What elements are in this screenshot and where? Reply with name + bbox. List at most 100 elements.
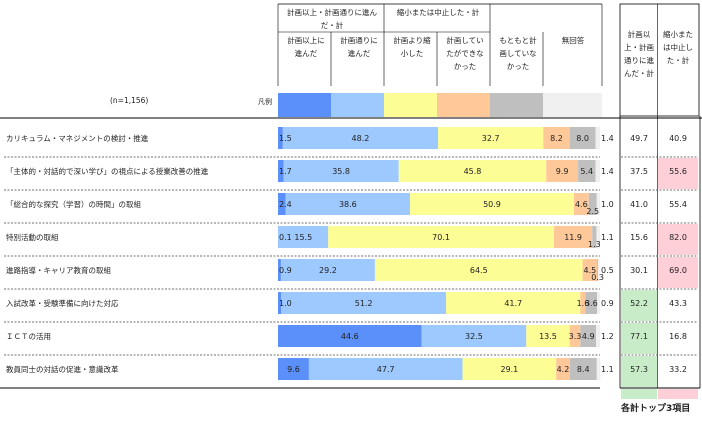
summary-value-cut: 55.4 (669, 200, 687, 209)
summary-cell-done-bg (621, 224, 657, 255)
bar-value-label: 3.3 (569, 332, 582, 341)
bar-segment (283, 160, 399, 182)
legend-swatch-4 (437, 93, 490, 117)
summary-value-cut: 43.3 (669, 299, 687, 308)
bar-segment (596, 358, 601, 380)
summary-value-cut: 40.9 (669, 134, 687, 143)
summary-value-done: 15.6 (630, 233, 648, 242)
bar-value-label: 0.5 (601, 266, 614, 275)
summary-cell-cut-bg (658, 356, 698, 387)
category-label: ＩＣＴの活用 (6, 332, 51, 341)
bar-segment (597, 259, 599, 281)
bar-segment (580, 325, 597, 347)
summary-value-done: 57.3 (630, 365, 648, 374)
bar-segment (374, 259, 583, 281)
header-col-6: 無回答 (561, 36, 585, 45)
bar-value-label: 8.0 (576, 134, 589, 143)
summary-value-done: 37.5 (630, 167, 648, 176)
bar-segment (569, 358, 597, 380)
legend-swatch-6 (543, 93, 602, 117)
bar-value-label: 11.9 (564, 233, 582, 242)
bar-segment (278, 160, 284, 182)
bar-segment (280, 259, 375, 281)
header-col-5: もともと計 画していな かった (499, 36, 537, 71)
bar-value-label: 35.8 (332, 167, 350, 176)
bar-value-label: 70.1 (432, 233, 450, 242)
bar-value-label: 29.1 (500, 365, 518, 374)
bar-segment (556, 358, 570, 380)
summary-value-done: 49.7 (630, 134, 648, 143)
summary-cell-cut-bg (658, 158, 698, 189)
bar-segment (278, 325, 422, 347)
bar-value-label: 2.4 (279, 200, 292, 209)
bar-segment (582, 259, 598, 281)
bar-value-label: 4.6 (575, 200, 588, 209)
category-label: 特別活動の取組 (6, 233, 59, 242)
header-col-4: 計画してい たができな かった (446, 36, 484, 71)
category-label: 進路指導・キャリア教育の取組 (6, 266, 111, 275)
bar-value-label: 44.6 (341, 332, 359, 341)
bar-value-label: 1.5 (279, 134, 292, 143)
bar-value-label: 9.6 (287, 365, 300, 374)
bar-segment (438, 127, 544, 149)
summary-cell-cut-bg (658, 290, 698, 321)
bar-value-label: 3.6 (585, 299, 598, 308)
bar-segment (278, 292, 282, 314)
bar-value-label: 1.3 (588, 240, 601, 249)
bar-segment (421, 325, 527, 347)
bar-segment (595, 160, 600, 182)
bar-value-label: 0.1 (279, 233, 292, 242)
summary-value-cut: 55.6 (669, 167, 687, 176)
bar-value-label: 51.2 (355, 299, 373, 308)
summary-cell-cut-bg (658, 257, 698, 288)
legend-swatch-2 (331, 93, 384, 117)
bar-value-label: 45.8 (464, 167, 482, 176)
summary-cell-done-bg (621, 158, 657, 189)
header-col-3: 計画より縮 小した (393, 36, 431, 58)
legend-swatch-5 (490, 93, 543, 117)
bar-segment (328, 226, 554, 248)
bar-value-label: 1.6 (577, 299, 590, 308)
bar-value-label: 48.2 (352, 134, 370, 143)
bar-value-label: 8.2 (550, 134, 563, 143)
category-label: カリキュラム・マネジメントの検討・推進 (6, 134, 149, 143)
summary-cell-done-bg (621, 257, 657, 288)
bar-value-label: 5.4 (580, 167, 593, 176)
bar-segment (398, 160, 547, 182)
bar-value-label: 1.1 (601, 233, 614, 242)
bar-value-label: 1.0 (601, 200, 614, 209)
bar-segment (285, 193, 411, 215)
summary-value-cut: 69.0 (669, 266, 687, 275)
summary-cell-done-bg (621, 125, 657, 156)
category-label: 入試改革・受験準備に向けた対応 (6, 299, 119, 308)
bar-value-label: 64.5 (470, 266, 488, 275)
bar-value-label: 9.9 (556, 167, 569, 176)
bar-segment (592, 226, 597, 248)
bar-segment (573, 193, 589, 215)
header-group-right: 縮小または中止した・計 (396, 8, 480, 17)
bar-value-label: 1.4 (601, 167, 614, 176)
legend-swatch-1 (278, 93, 331, 117)
footer-swatch-green (621, 389, 657, 399)
bar-segment (595, 127, 600, 149)
bar-value-label: 1.0 (279, 299, 292, 308)
bar-value-label: 32.5 (465, 332, 483, 341)
bar-segment (578, 160, 596, 182)
bar-segment (543, 127, 570, 149)
summary-cell-cut-bg (658, 191, 698, 222)
summary-value-done: 52.2 (630, 299, 648, 308)
legend-label: 凡例 (258, 98, 272, 106)
bar-value-label: 50.9 (483, 200, 501, 209)
summary-cell-cut-bg (658, 224, 698, 255)
bar-value-label: 0.9 (601, 299, 614, 308)
bar-segment (553, 226, 593, 248)
header-col-2: 計画通りに 進んだ (340, 36, 378, 58)
header-group-left: 計画以上・計画通りに進んだ・計 (287, 8, 377, 30)
bar-value-label: 29.2 (319, 266, 337, 275)
bar-value-label: 4.5 (583, 266, 596, 275)
bar-segment (526, 325, 570, 347)
bar-segment (569, 325, 581, 347)
summary-value-done: 41.0 (630, 200, 648, 209)
